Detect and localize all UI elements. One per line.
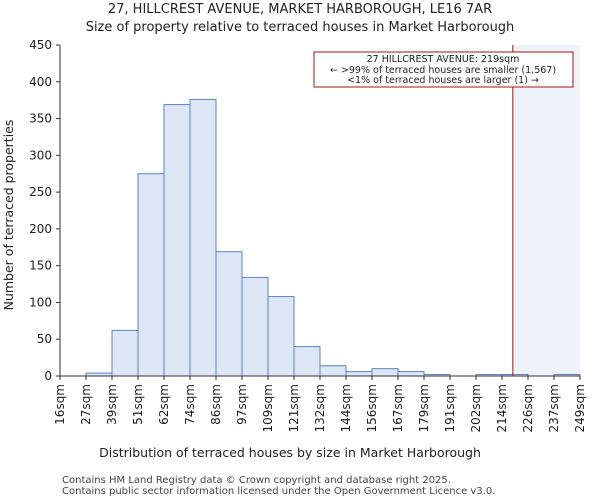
bar-144sqm [345,371,373,377]
annotation-line-2: ← >99% of terraced houses are smaller (1… [330,65,556,76]
bar-109sqm [267,296,295,377]
x-tick-label-86sqm: 86sqm [209,384,223,425]
x-tick-label-74sqm: 74sqm [183,384,197,425]
x-tick-label-156sqm: 156sqm [365,384,379,432]
x-ticks-group: 16sqm 27sqm 39sqm 51sqm 62sqm 74sqm 86sqm 97sqm… [53,376,587,432]
x-tick-label-179sqm: 179sqm [417,384,431,432]
highlight-region [512,45,580,376]
x-tick-label-16sqm: 16sqm [53,384,67,425]
x-tick-label-121sqm: 121sqm [287,384,301,432]
y-tick-label-450: 450 [29,38,52,52]
bar-121sqm [293,346,321,377]
annotation-line-1: 27 HILLCREST AVENUE: 219sqm [367,54,520,65]
bar-156sqm [371,368,399,377]
bar-62sqm [163,104,191,377]
bar-51sqm [137,173,165,377]
bar-39sqm [111,329,139,377]
x-tick-label-97sqm: 97sqm [235,384,249,425]
x-tick-label-109sqm: 109sqm [261,384,275,432]
y-tick-label-150: 150 [29,259,52,273]
x-tick-label-214sqm: 214sqm [495,384,509,432]
x-tick-label-51sqm: 51sqm [131,384,145,425]
footer-line-1: Contains HM Land Registry data © Crown c… [62,475,451,486]
bars-group [85,98,581,377]
chart-subtitle: Size of property relative to terraced ho… [86,20,515,35]
x-tick-label-202sqm: 202sqm [469,384,483,432]
x-tick-label-237sqm: 237sqm [547,384,561,432]
y-tick-label-200: 200 [29,222,52,236]
bar-74sqm [189,98,217,377]
x-tick-label-39sqm: 39sqm [105,384,119,425]
y-tick-label-250: 250 [29,185,52,199]
y-tick-label-50: 50 [37,332,52,346]
y-tick-label-400: 400 [29,75,52,89]
x-tick-label-226sqm: 226sqm [521,384,535,432]
bar-132sqm [319,365,347,377]
x-tick-label-167sqm: 167sqm [391,384,405,432]
y-tick-label-350: 350 [29,112,52,126]
x-axis-label: Distribution of terraced houses by size … [99,445,481,460]
bar-97sqm [241,276,269,377]
annotation-line-3: <1% of terraced houses are larger (1) → [347,75,539,86]
x-tick-label-144sqm: 144sqm [339,384,353,432]
bar-167sqm [397,371,425,377]
x-tick-label-62sqm: 62sqm [157,384,171,425]
chart-title: 27, HILLCREST AVENUE, MARKET HARBOROUGH,… [108,2,492,17]
x-tick-label-191sqm: 191sqm [443,384,457,432]
bar-86sqm [215,251,243,377]
y-tick-label-300: 300 [29,148,52,162]
footer-line-2: Contains public sector information licen… [62,486,495,497]
x-tick-label-132sqm: 132sqm [313,384,327,432]
y-ticks-group: 0 50 100 150 200 250 300 350 400 450 [29,38,60,383]
x-tick-label-249sqm: 249sqm [573,384,587,432]
y-tick-label-100: 100 [29,295,52,309]
annotation-box: 27 HILLCREST AVENUE: 219sqm ← >99% of te… [313,51,574,88]
y-axis-label: Number of terraced properties [1,120,16,311]
x-tick-label-27sqm: 27sqm [79,384,93,425]
y-tick-label-0: 0 [44,369,52,383]
